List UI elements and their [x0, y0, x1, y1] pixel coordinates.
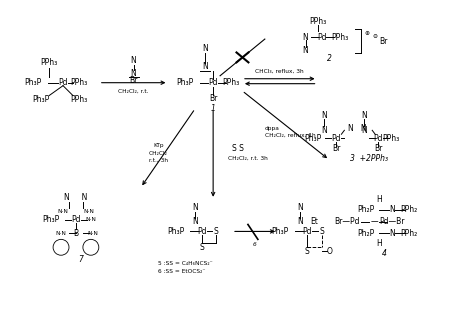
- Text: 5 :SS = C₄H₆NCS₂⁻: 5 :SS = C₄H₆NCS₂⁻: [158, 261, 213, 266]
- Text: H: H: [376, 195, 382, 204]
- Text: N·N: N·N: [85, 217, 96, 222]
- Text: Br: Br: [129, 76, 138, 85]
- Text: CH₂Cl₂, reflux, 1h: CH₂Cl₂, reflux, 1h: [265, 133, 316, 138]
- Text: N: N: [202, 45, 208, 53]
- Text: N: N: [131, 56, 137, 65]
- Text: S S: S S: [232, 144, 244, 153]
- Text: N: N: [322, 111, 328, 120]
- Text: Br: Br: [209, 94, 217, 103]
- Text: Pd: Pd: [317, 32, 326, 42]
- Text: Ph₃P: Ph₃P: [25, 78, 42, 87]
- Text: CH₂Cl₂, r.t.: CH₂Cl₂, r.t.: [118, 89, 149, 94]
- Text: PPh₃: PPh₃: [70, 78, 88, 87]
- Text: S: S: [304, 247, 309, 256]
- Text: Ph₂P: Ph₂P: [357, 229, 375, 238]
- Text: PPh₃: PPh₃: [70, 95, 88, 104]
- Text: PPh₃: PPh₃: [309, 17, 326, 26]
- Text: S: S: [319, 227, 324, 236]
- Text: Pd: Pd: [209, 78, 218, 87]
- Text: Pd: Pd: [71, 215, 81, 224]
- Text: S: S: [200, 243, 205, 252]
- Text: KTp: KTp: [154, 143, 164, 148]
- Text: 6: 6: [253, 242, 257, 247]
- Text: Br: Br: [374, 144, 383, 153]
- Text: Ph₃P: Ph₃P: [304, 134, 321, 143]
- Text: N: N: [361, 111, 367, 120]
- Text: PPh₃: PPh₃: [222, 78, 240, 87]
- Text: Ph₃P: Ph₃P: [177, 78, 194, 87]
- Text: 6 :SS = EtOCS₂⁻: 6 :SS = EtOCS₂⁻: [158, 269, 206, 274]
- Text: N·N: N·N: [87, 231, 98, 236]
- Text: 1: 1: [211, 104, 216, 113]
- Text: —: —: [370, 217, 378, 226]
- Text: N: N: [192, 217, 198, 226]
- Text: N: N: [303, 32, 309, 42]
- Text: Ph₂P: Ph₂P: [357, 205, 375, 214]
- Text: Ph₃P: Ph₃P: [271, 227, 288, 236]
- Text: O: O: [327, 247, 332, 256]
- Text: dppa: dppa: [265, 126, 280, 131]
- Text: ⊖: ⊖: [373, 33, 378, 39]
- Text: N: N: [202, 62, 208, 71]
- Text: PPh₂: PPh₂: [401, 229, 418, 238]
- Text: PPh₃: PPh₃: [383, 134, 400, 143]
- Text: N     N: N N: [64, 193, 88, 202]
- Text: Pd—Br: Pd—Br: [379, 217, 405, 226]
- Text: Ph₃P: Ph₃P: [33, 95, 50, 104]
- Text: Et: Et: [310, 217, 319, 226]
- Text: B: B: [73, 229, 79, 238]
- Text: 3  +2PPh₃: 3 +2PPh₃: [350, 154, 388, 163]
- Text: N   N: N N: [348, 124, 366, 133]
- Text: Pd: Pd: [58, 78, 68, 87]
- Text: PPh₃: PPh₃: [40, 58, 58, 67]
- Text: Pd: Pd: [198, 227, 207, 236]
- Text: N: N: [389, 205, 395, 214]
- Text: N: N: [297, 203, 302, 212]
- Text: N: N: [389, 229, 395, 238]
- Text: ⊕: ⊕: [365, 31, 370, 36]
- Text: Br: Br: [332, 144, 341, 153]
- Text: PPh₃: PPh₃: [331, 32, 348, 42]
- Text: CHCl₃, reflux, 3h: CHCl₃, reflux, 3h: [255, 68, 304, 73]
- Text: Pd: Pd: [302, 227, 311, 236]
- Text: Br: Br: [379, 36, 387, 46]
- Text: N: N: [303, 47, 309, 55]
- Text: 2: 2: [327, 54, 332, 63]
- Text: N: N: [192, 203, 198, 212]
- Text: CH₂Cl₂: CH₂Cl₂: [148, 151, 167, 155]
- Text: N: N: [297, 217, 302, 226]
- Text: Ph₃P: Ph₃P: [43, 215, 60, 224]
- Text: N·N: N·N: [57, 209, 68, 214]
- Text: r.t., 3h: r.t., 3h: [148, 157, 167, 163]
- Text: N: N: [131, 69, 137, 78]
- Text: PPh₂: PPh₂: [401, 205, 418, 214]
- Text: N·N: N·N: [55, 231, 66, 236]
- Text: N: N: [322, 126, 328, 135]
- Text: CH₂Cl₂, r.t. 3h: CH₂Cl₂, r.t. 3h: [228, 155, 268, 160]
- Text: N: N: [361, 126, 367, 135]
- Text: S: S: [214, 227, 219, 236]
- Text: Br—Pd: Br—Pd: [335, 217, 360, 226]
- Text: 4: 4: [382, 249, 387, 258]
- Text: H: H: [376, 239, 382, 248]
- Text: N·N: N·N: [83, 209, 94, 214]
- Text: Pd: Pd: [374, 134, 383, 143]
- Text: Pd: Pd: [332, 134, 341, 143]
- Text: 7: 7: [79, 255, 83, 264]
- Text: Ph₃P: Ph₃P: [168, 227, 185, 236]
